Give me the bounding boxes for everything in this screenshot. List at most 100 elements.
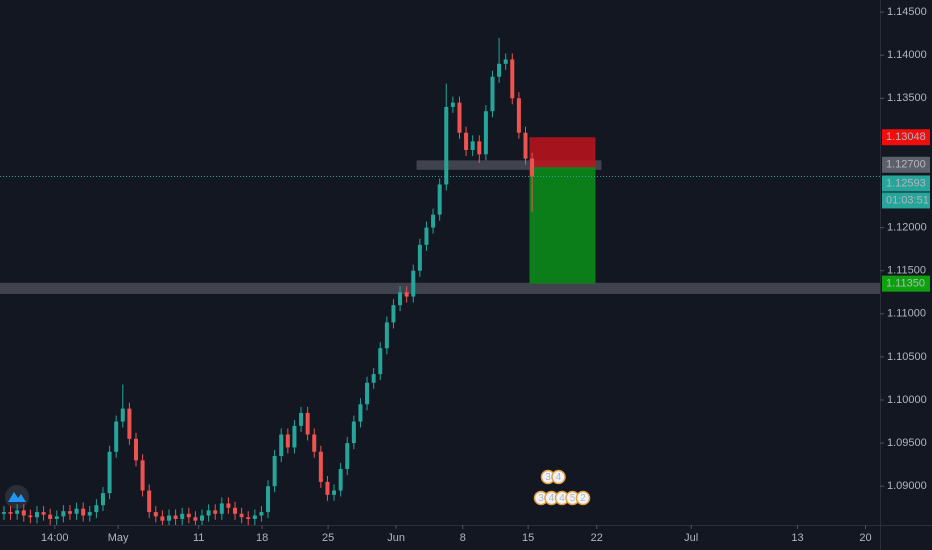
candle-body <box>338 468 343 491</box>
candle-body <box>200 515 205 521</box>
candle-body <box>133 438 138 461</box>
candle-body <box>292 425 297 448</box>
x-tick-label: 18 <box>256 532 268 544</box>
event-circle <box>551 469 566 485</box>
candle-body <box>206 510 211 516</box>
candle-body <box>503 59 508 64</box>
candle-body <box>21 510 26 516</box>
y-tick-label: 1.10000 <box>887 394 927 406</box>
candle-body <box>67 511 72 514</box>
candle-body <box>160 516 165 521</box>
candle-body <box>28 515 33 518</box>
candle-body <box>417 244 422 271</box>
candle-body <box>87 512 92 516</box>
event-label: 2 <box>580 493 586 504</box>
candle-body <box>404 292 409 297</box>
price-label-bg <box>882 175 930 192</box>
candle-body <box>497 63 502 77</box>
candle-body <box>259 512 264 516</box>
candle-body <box>365 382 370 405</box>
candle-body <box>391 305 396 323</box>
candle-body <box>147 490 152 513</box>
candle-body <box>312 434 317 452</box>
candle-body <box>450 102 455 107</box>
x-tick-label: May <box>108 532 129 544</box>
event-circle <box>575 490 591 506</box>
price-label: 1.12700 <box>886 159 926 171</box>
zone <box>0 282 880 294</box>
candle-body <box>325 481 330 495</box>
x-tick-label: 14:00 <box>41 532 69 544</box>
x-tick-label: 20 <box>859 532 871 544</box>
candle-body <box>371 374 376 383</box>
target-zone <box>529 167 596 284</box>
x-tick-label: 15 <box>522 532 534 544</box>
candle-body <box>94 505 99 513</box>
y-tick-label: 1.11000 <box>887 308 926 320</box>
candle-body <box>61 511 66 517</box>
candle-body <box>530 158 535 177</box>
candle-body <box>15 510 20 514</box>
candle-body <box>483 111 488 155</box>
stop-zone <box>529 137 596 168</box>
event-badge[interactable]: 4 <box>551 469 566 485</box>
candle-body <box>477 141 482 155</box>
price-label-bg <box>882 129 930 146</box>
candle-body <box>464 132 469 150</box>
candle-body <box>48 514 53 519</box>
candle-body <box>246 517 251 519</box>
candle-body <box>345 443 350 469</box>
y-tick-label: 1.10500 <box>887 351 927 363</box>
zone <box>416 160 602 170</box>
y-tick-label: 1.11500 <box>887 265 926 277</box>
price-label-bg <box>882 275 930 292</box>
candle-body <box>167 515 172 521</box>
candle-body <box>424 227 429 245</box>
price-label: 1.13048 <box>886 131 926 143</box>
logo-mark <box>8 492 26 502</box>
candle-body <box>411 270 416 297</box>
x-tick-label: 8 <box>460 532 466 544</box>
logo[interactable] <box>5 485 29 509</box>
candle-body <box>127 408 132 439</box>
price-label: 1.11350 <box>886 278 925 290</box>
event-label: 3 <box>545 472 551 483</box>
candle-body <box>431 214 436 228</box>
candle-body <box>272 456 277 487</box>
candle-body <box>510 59 515 99</box>
countdown: 01:03:51 <box>886 194 929 206</box>
candle-body <box>384 322 389 349</box>
candle-body <box>1 512 6 514</box>
x-tick-label: 13 <box>791 532 803 544</box>
candle-body <box>120 408 125 422</box>
plot-area <box>0 37 880 525</box>
candle-body <box>233 507 238 514</box>
candle-body <box>34 512 39 518</box>
candle-body <box>153 512 158 517</box>
candle-body <box>114 421 119 452</box>
event-badge[interactable]: 2 <box>575 490 591 506</box>
candle-body <box>226 503 231 508</box>
event-label: 4 <box>549 493 555 504</box>
y-tick-label: 1.14000 <box>887 49 927 61</box>
candle-body <box>239 513 244 518</box>
y-tick-label: 1.14500 <box>887 6 927 18</box>
candle-body <box>358 404 363 422</box>
candle-body <box>219 503 224 514</box>
y-tick-label: 1.09500 <box>887 437 927 449</box>
candle-body <box>279 434 284 457</box>
candle-body <box>437 184 442 215</box>
x-tick-label: 11 <box>193 532 204 544</box>
candle-body <box>100 493 105 506</box>
price-label-bg <box>882 156 930 173</box>
candle-body <box>523 132 528 159</box>
candle-body <box>81 508 86 516</box>
candle-body <box>74 508 79 514</box>
candle-body <box>516 98 521 133</box>
x-tick-label: Jul <box>684 532 698 544</box>
candle-body <box>305 412 310 435</box>
candle-body <box>186 513 191 518</box>
countdown-bg <box>882 192 930 209</box>
event-label: 4 <box>559 493 565 504</box>
